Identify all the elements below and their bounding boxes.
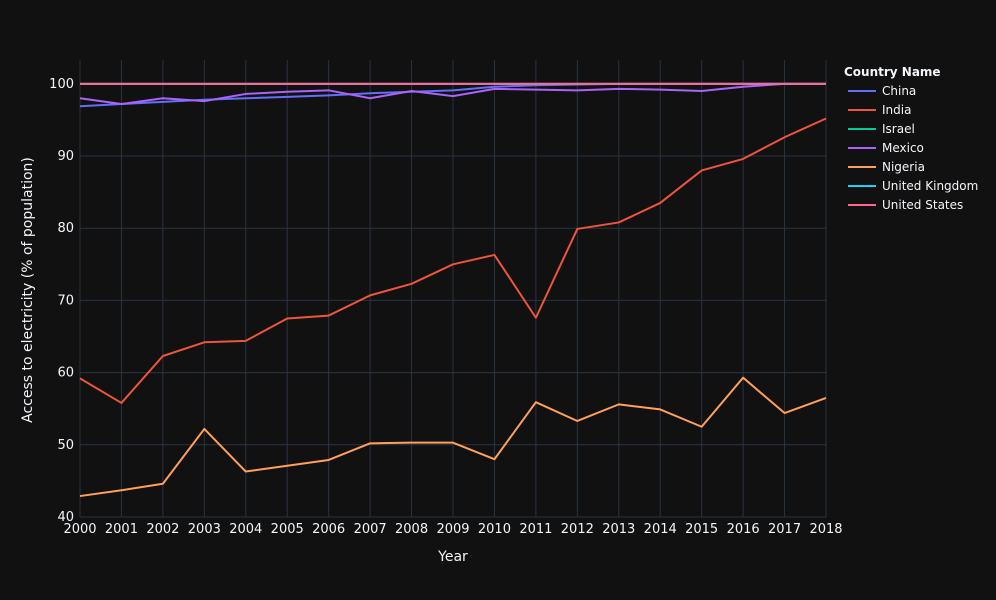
y-tick-label: 70 (57, 293, 74, 308)
legend-label: China (882, 84, 916, 98)
series-line-mexico (79, 82, 826, 106)
y-tick-label: 40 (57, 510, 74, 525)
x-tick-label: 2002 (146, 522, 179, 537)
series-line-india (79, 117, 827, 404)
y-tick-label: 90 (57, 149, 74, 164)
x-tick-label: 2004 (229, 522, 262, 537)
legend-item-united-kingdom[interactable]: United Kingdom (848, 179, 978, 193)
x-tick-label: 2012 (561, 522, 594, 537)
legend-label: Mexico (882, 141, 924, 155)
x-tick-label: 2008 (395, 522, 428, 537)
y-tick-label: 80 (57, 221, 74, 236)
legend-title: Country Name (844, 65, 941, 79)
x-tick-label: 2014 (644, 522, 677, 537)
x-tick-label: 2000 (63, 522, 96, 537)
legend[interactable]: Country Name China India Israel Mexico Niger… (844, 65, 978, 212)
x-tick-label: 2006 (312, 522, 345, 537)
x-tick-label: 2017 (768, 522, 801, 537)
x-tick-label: 2016 (727, 522, 760, 537)
y-tick-label: 100 (49, 77, 74, 92)
legend-label: India (882, 103, 911, 117)
x-tick-label: 2005 (271, 522, 304, 537)
legend-item-united-states[interactable]: United States (848, 198, 963, 212)
legend-item-india[interactable]: India (848, 103, 911, 117)
legend-label: United Kingdom (882, 179, 978, 193)
y-axis-title: Access to electricity (% of population) (20, 157, 36, 423)
grid-layer (79, 60, 827, 518)
x-tick-label: 2007 (354, 522, 387, 537)
x-tick-label: 2015 (685, 522, 718, 537)
x-tick-label: 2018 (809, 522, 842, 537)
legend-item-israel[interactable]: Israel (848, 122, 915, 136)
x-tick-label: 2003 (188, 522, 221, 537)
y-tick-label: 60 (57, 366, 74, 381)
legend-label: Israel (882, 122, 915, 136)
y-axis-ticks: 40 50 60 70 80 90 100 (49, 77, 74, 525)
legend-item-nigeria[interactable]: Nigeria (848, 160, 925, 174)
x-tick-label: 2009 (436, 522, 469, 537)
legend-item-china[interactable]: China (848, 84, 916, 98)
x-axis-title: Year (437, 549, 468, 565)
x-tick-label: 2010 (478, 522, 511, 537)
x-tick-label: 2013 (602, 522, 635, 537)
legend-label: Nigeria (882, 160, 925, 174)
series-line-nigeria (79, 376, 827, 498)
legend-item-mexico[interactable]: Mexico (848, 141, 924, 155)
y-tick-label: 50 (57, 438, 74, 453)
series-layer (79, 82, 827, 498)
x-tick-label: 2001 (105, 522, 138, 537)
x-axis-ticks: 2000 2001 2002 2003 2004 2005 2006 2007 2008 2009… (63, 522, 842, 537)
x-tick-label: 2011 (519, 522, 552, 537)
legend-label: United States (882, 198, 963, 212)
